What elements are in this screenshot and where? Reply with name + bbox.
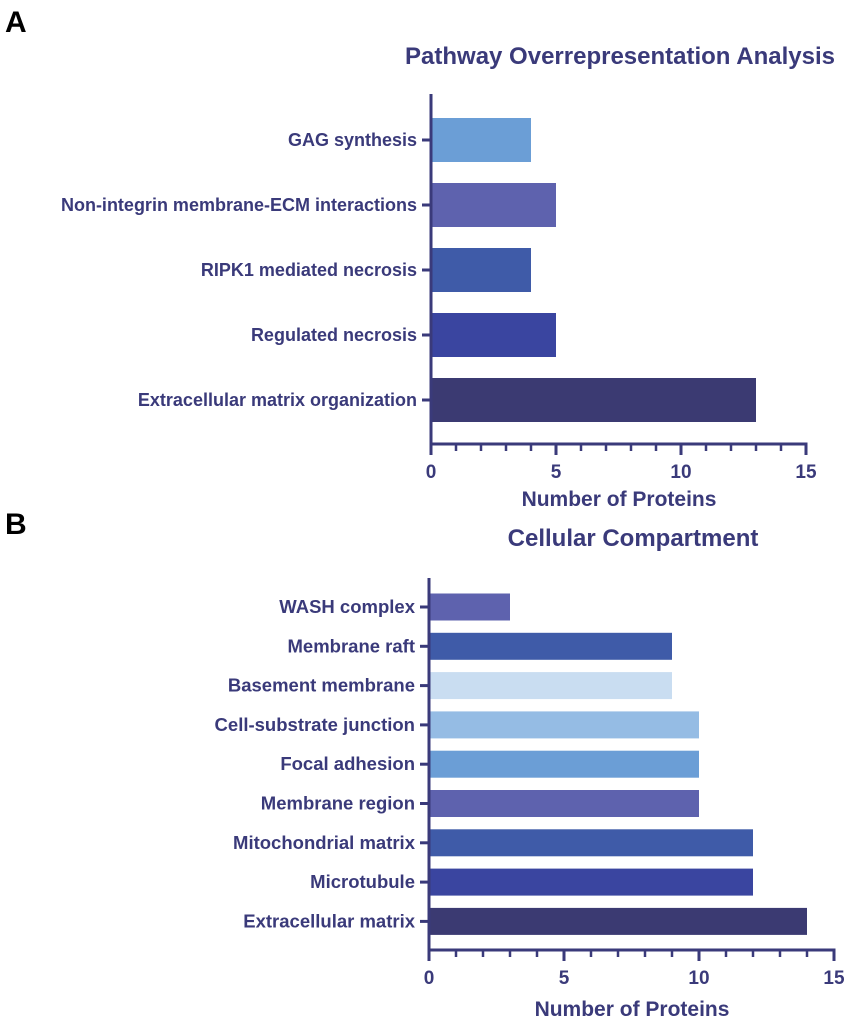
category-label: Focal adhesion bbox=[280, 753, 415, 774]
bar-extracellular-matrix-organization bbox=[431, 378, 756, 422]
bar-wash-complex bbox=[429, 593, 510, 621]
category-label: Basement membrane bbox=[228, 675, 415, 696]
category-label: WASH complex bbox=[279, 596, 415, 617]
panel-label-a: A bbox=[5, 6, 27, 39]
bars-a bbox=[431, 118, 756, 422]
bar-extracellular-matrix bbox=[429, 907, 807, 935]
category-label: Extracellular matrix bbox=[243, 910, 415, 931]
tick-labels-a: 0 5 10 15 bbox=[426, 462, 817, 483]
category-label: GAG synthesis bbox=[288, 130, 417, 150]
category-label: Microtubule bbox=[310, 871, 415, 892]
axes-a bbox=[422, 94, 808, 455]
category-label: Non-integrin membrane-ECM interactions bbox=[61, 195, 417, 215]
x-tick-label: 5 bbox=[559, 968, 570, 989]
category-label: Membrane raft bbox=[288, 635, 415, 656]
bars-b bbox=[429, 593, 807, 935]
x-tick-label: 10 bbox=[688, 968, 709, 989]
x-tick-label: 10 bbox=[670, 462, 691, 483]
category-label: Extracellular matrix organization bbox=[138, 390, 417, 410]
x-tick-label: 0 bbox=[424, 968, 435, 989]
bar-regulated-necrosis bbox=[431, 313, 556, 357]
panel-a: A Pathway Overrepresentation Analysis GA… bbox=[5, 6, 835, 511]
category-label: Cell-substrate junction bbox=[215, 714, 415, 735]
x-tick-label: 5 bbox=[551, 462, 562, 483]
category-labels-a: GAG synthesis Non-integrin membrane-ECM i… bbox=[61, 130, 417, 410]
bar-mitochondrial-matrix bbox=[429, 829, 753, 857]
x-tick-label: 15 bbox=[823, 968, 845, 989]
bar-cell-substrate-junction bbox=[429, 711, 699, 739]
category-labels-b: WASH complex Membrane raft Basement membra… bbox=[215, 596, 416, 931]
x-tick-label: 0 bbox=[426, 462, 437, 483]
bar-ripk1-mediated-necrosis bbox=[431, 248, 531, 292]
category-label: Regulated necrosis bbox=[251, 325, 417, 345]
bar-microtubule bbox=[429, 868, 753, 896]
category-label: RIPK1 mediated necrosis bbox=[201, 260, 417, 280]
bar-membrane-region bbox=[429, 790, 699, 817]
panel-b: B Cellular Compartment WASH complex Membr… bbox=[5, 508, 845, 1021]
category-label: Membrane region bbox=[261, 793, 415, 814]
x-tick-label: 15 bbox=[795, 462, 817, 483]
x-axis-label-a: Number of Proteins bbox=[522, 488, 717, 511]
axes-b bbox=[420, 578, 836, 961]
tick-labels-b: 0 5 10 15 bbox=[424, 968, 845, 989]
bar-non-integrin-membrane-ecm-interactions bbox=[431, 183, 556, 227]
chart-title-b: Cellular Compartment bbox=[508, 525, 759, 552]
bar-gag-synthesis bbox=[431, 118, 531, 162]
bar-focal-adhesion bbox=[429, 750, 699, 778]
bar-membrane-raft bbox=[429, 632, 672, 660]
bar-basement-membrane bbox=[429, 672, 672, 700]
category-label: Mitochondrial matrix bbox=[233, 832, 416, 853]
x-axis-label-b: Number of Proteins bbox=[535, 998, 730, 1021]
panel-label-b: B bbox=[5, 508, 27, 541]
chart-title-a: Pathway Overrepresentation Analysis bbox=[405, 43, 835, 70]
